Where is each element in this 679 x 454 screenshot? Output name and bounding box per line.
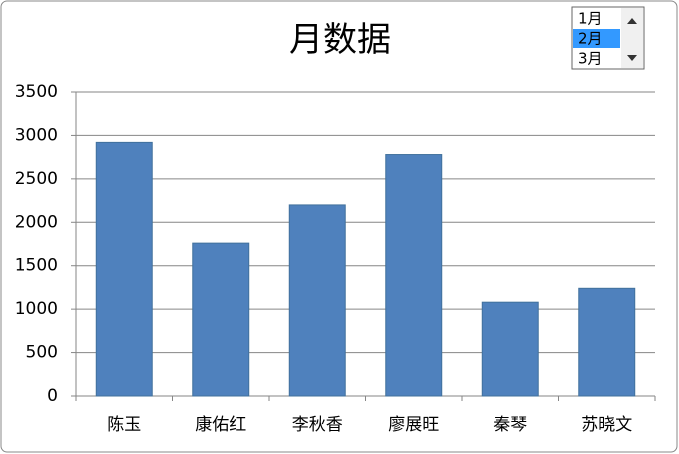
listbox-item[interactable]: 3月 <box>578 50 603 68</box>
y-tick-label: 3500 <box>15 82 58 102</box>
y-tick-label: 0 <box>47 386 58 406</box>
y-tick-label: 2500 <box>15 169 58 189</box>
scroll-up[interactable] <box>627 18 637 24</box>
bar <box>95 141 153 397</box>
y-tick-label: 1000 <box>15 299 58 319</box>
bar <box>481 301 539 397</box>
listbox-selection <box>573 29 620 48</box>
chart-title: 月数据 <box>289 20 391 60</box>
x-tick-label: 廖展旺 <box>388 415 439 435</box>
listbox-item[interactable]: 2月 <box>578 30 603 48</box>
bar <box>578 287 636 397</box>
x-tick-label: 苏晓文 <box>581 415 632 435</box>
bar <box>192 242 250 397</box>
x-tick-label: 陈玉 <box>107 415 141 435</box>
bar <box>288 204 346 397</box>
y-tick-label: 1500 <box>15 256 58 276</box>
y-tick-label: 500 <box>26 343 58 363</box>
scroll-down[interactable] <box>627 55 637 61</box>
plot-area: 0 500 1000 1500 2000 2500 3000 3500 陈玉 康佑红 李秋香 廖展旺 秦… <box>15 82 656 435</box>
month-listbox[interactable]: 1月 2月 3月 <box>571 6 645 70</box>
listbox-item[interactable]: 1月 <box>578 10 603 28</box>
y-tick-label: 3000 <box>15 125 58 145</box>
x-tick-label: 李秋香 <box>292 415 343 435</box>
x-tick-label: 秦琴 <box>493 415 527 435</box>
x-tick-label: 康佑红 <box>195 415 246 435</box>
bar <box>385 154 443 397</box>
scrollbar[interactable] <box>621 8 643 68</box>
y-tick-label: 2000 <box>15 212 58 232</box>
